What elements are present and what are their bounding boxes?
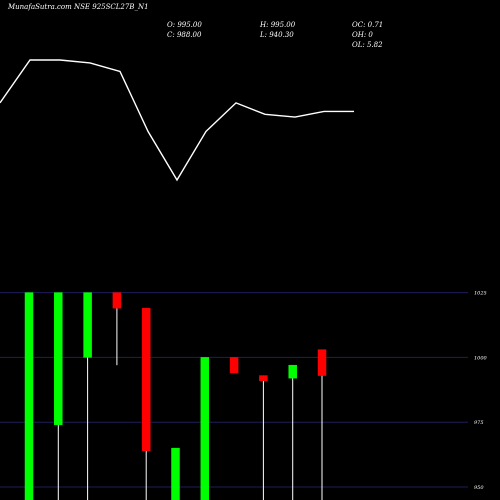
candle-body-up (200, 357, 210, 500)
oh-value: OH: 0 (352, 31, 373, 39)
low-value: L: 940.30 (260, 31, 294, 39)
grid-lines (0, 292, 468, 488)
y-tick-label: 975 (474, 420, 484, 426)
candle-body-up (288, 364, 297, 379)
y-tick-label: 1000 (474, 355, 488, 361)
chart-title: MunafaSutra.com NSE 925SCL27B_N1 (8, 3, 149, 11)
candles (24, 292, 327, 500)
candle-body-down (112, 292, 122, 309)
open-value: O: 995.00 (167, 21, 202, 29)
y-tick-label: 950 (474, 485, 484, 491)
candle-body-down (259, 375, 268, 381)
indicator-line (0, 59, 354, 182)
candle-body-up (171, 447, 180, 500)
price-line (0, 59, 354, 182)
candle-body-up (83, 292, 92, 358)
close-value: C: 988.00 (167, 31, 202, 39)
candle-body-down (229, 357, 239, 374)
y-axis-ticks: 1025 1000 975 950 (474, 291, 488, 491)
ol-value: OL: 5.82 (352, 41, 383, 49)
candle-body-down (141, 307, 151, 451)
y-tick-label: 1025 (474, 291, 487, 297)
candle-body-up (24, 292, 34, 500)
candle-body-up (54, 292, 63, 426)
high-value: H: 995.00 (260, 21, 296, 29)
oc-value: OC: 0.71 (352, 21, 384, 29)
candle-body-down (317, 349, 327, 376)
